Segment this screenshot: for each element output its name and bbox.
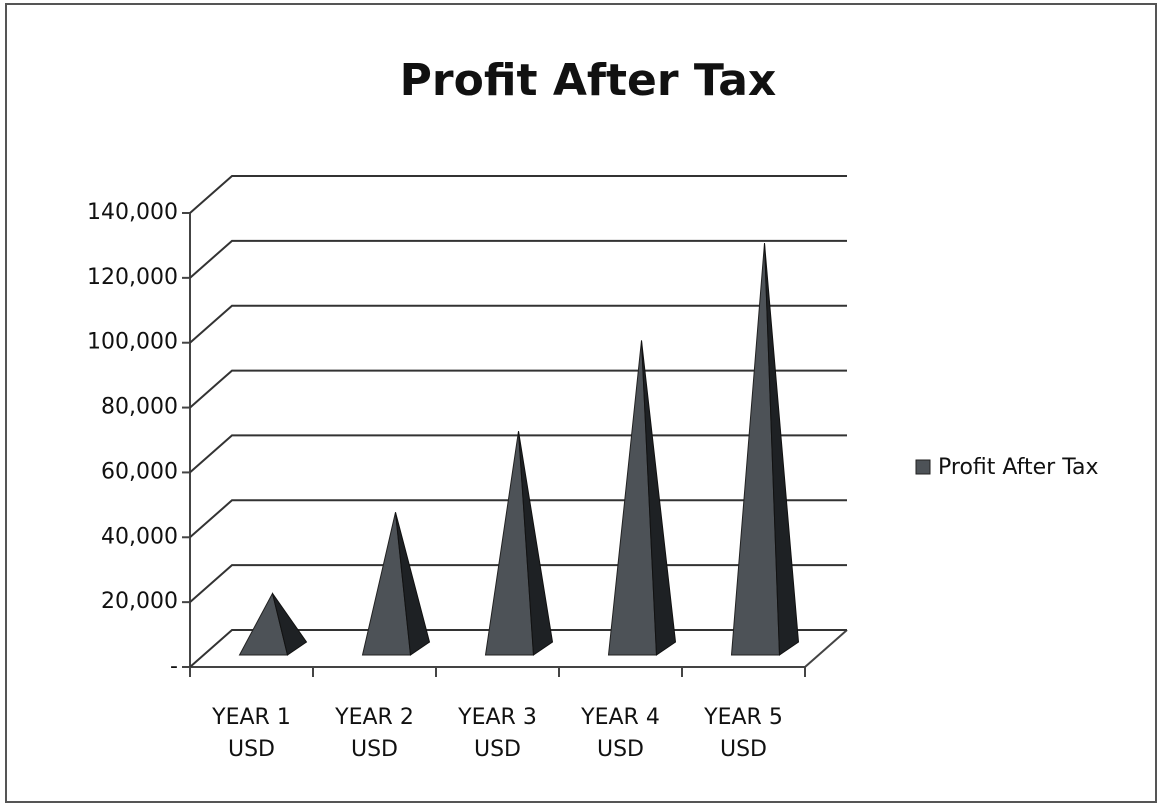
pyramid-side [272, 593, 308, 656]
y-tick-label: 40,000 [101, 524, 178, 549]
pyramid [238, 591, 308, 656]
x-tick-label: YEAR 1 USD [212, 705, 291, 762]
pyramid-side [518, 431, 554, 656]
grid-line [189, 175, 847, 214]
pyramid [484, 431, 554, 656]
legend-swatch [915, 459, 931, 475]
y-tick-label: 100,000 [87, 330, 178, 355]
y-tick-label: 140,000 [87, 200, 178, 225]
floor-right [804, 629, 848, 668]
x-tick-label: YEAR 5 USD [704, 705, 783, 762]
pyramid-side [395, 512, 431, 656]
x-tick-label: YEAR 4 USD [581, 705, 660, 762]
y-tick-label: 80,000 [101, 395, 178, 420]
grid-line [189, 239, 847, 279]
grid-line [189, 304, 847, 344]
y-tick-label: - [170, 654, 178, 679]
chart-border [5, 3, 1157, 803]
y-tick-label: 120,000 [87, 265, 178, 290]
pyramid [361, 512, 431, 656]
chart-title: Profit After Tax [400, 55, 777, 106]
x-tick-label: YEAR 2 USD [335, 705, 414, 762]
y-tick-label: 20,000 [101, 589, 178, 614]
pyramid-side [764, 243, 800, 656]
pyramid-side [641, 340, 677, 656]
pyramid [607, 340, 677, 656]
grid-line [189, 369, 847, 409]
pyramid [730, 243, 800, 656]
x-tick-label: YEAR 3 USD [458, 705, 537, 762]
legend-label: Profit After Tax [938, 455, 1099, 480]
y-tick-label: 60,000 [101, 459, 178, 484]
